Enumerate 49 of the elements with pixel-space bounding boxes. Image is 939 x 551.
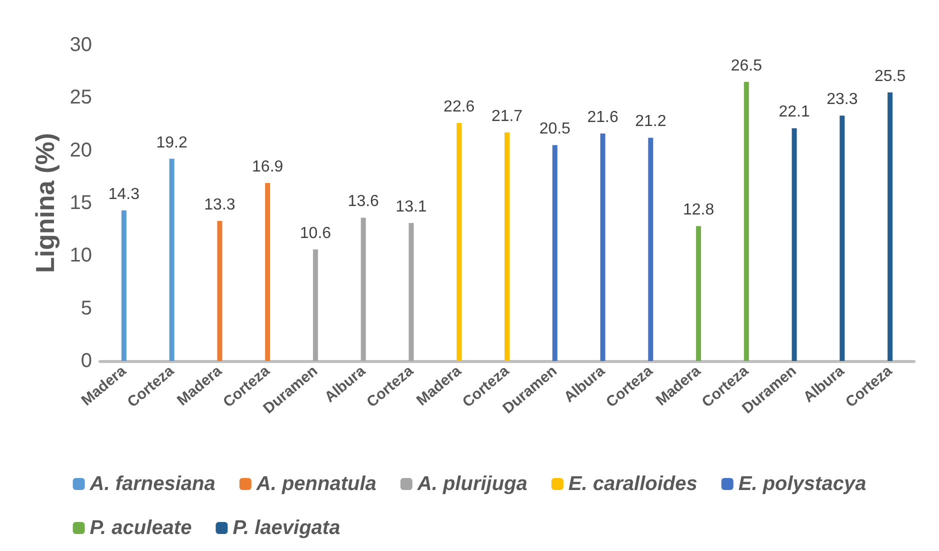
data-label: 10.6 (300, 224, 332, 242)
bar (360, 218, 366, 361)
data-label: 23.3 (826, 91, 858, 108)
data-label: 22.6 (444, 98, 475, 116)
y-tick-label: 20 (70, 139, 92, 162)
bar (744, 82, 749, 361)
y-tick-label: 30 (70, 34, 92, 56)
bar (169, 158, 174, 361)
y-tick-label: 0 (80, 350, 92, 372)
data-label: 20.5 (539, 120, 571, 138)
legend-label: P. aculeate (90, 517, 192, 539)
data-label: 13.1 (396, 198, 427, 216)
bar (552, 145, 558, 361)
bar (408, 223, 414, 361)
data-label: 21.7 (491, 108, 523, 125)
bar (265, 182, 270, 361)
y-axis-title: Lignina (%) (30, 132, 60, 274)
data-label: 21.6 (587, 108, 618, 126)
data-label: 26.5 (730, 57, 762, 74)
legend-label: E. caralloides (568, 473, 698, 495)
bar (792, 128, 797, 361)
data-label: 13.6 (348, 193, 380, 210)
data-label: 12.8 (682, 202, 714, 219)
bar (840, 116, 845, 361)
bar (456, 122, 462, 361)
y-tick-label: 25 (70, 86, 92, 109)
bar (217, 220, 222, 361)
y-tick-label: 15 (70, 192, 92, 214)
legend-label: A. plurijuga (416, 473, 528, 495)
data-label: 13.3 (204, 196, 236, 214)
bar (121, 210, 126, 361)
bar (312, 249, 318, 361)
legend-label: E. polystacya (738, 473, 866, 495)
data-label: 16.9 (252, 158, 284, 176)
data-label: 21.2 (635, 113, 666, 130)
bar (648, 138, 654, 361)
legend-label: A. farnesiana (88, 473, 216, 495)
legend-label: A. pennatula (255, 473, 376, 495)
bar (504, 132, 510, 361)
data-label: 19.2 (156, 134, 188, 152)
y-tick-label: 10 (70, 244, 92, 267)
bar (696, 226, 702, 361)
data-label: 14.3 (108, 186, 140, 203)
data-label: 22.1 (778, 104, 810, 121)
legend-label: P. laevigata (232, 517, 340, 539)
bar (888, 92, 893, 361)
data-label: 25.5 (874, 68, 906, 85)
bar (600, 133, 606, 361)
y-tick-label: 5 (80, 297, 92, 320)
